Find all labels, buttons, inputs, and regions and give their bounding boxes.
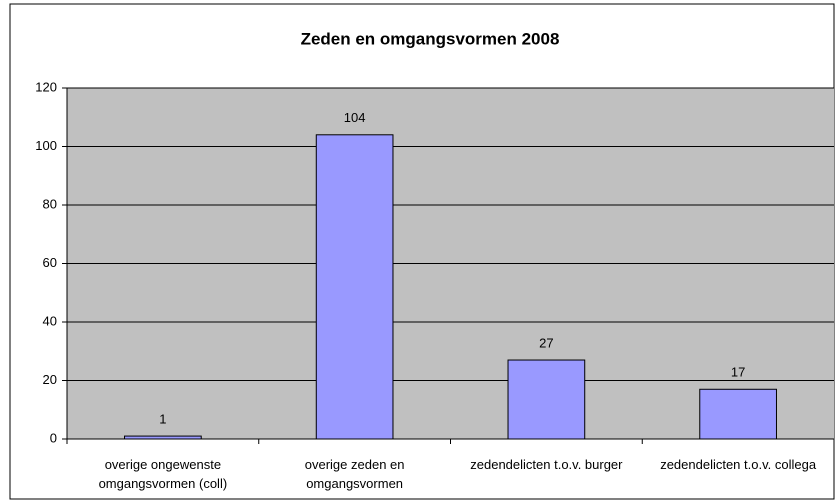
value-label: 1	[159, 412, 166, 427]
y-tick-label: 60	[43, 255, 57, 270]
y-tick-label: 40	[43, 313, 57, 328]
y-tick-label: 20	[43, 372, 57, 387]
x-tick-label: zedendelicten t.o.v. burger	[470, 457, 623, 472]
x-tick-label: overige zeden en omgangsvormen	[304, 457, 405, 491]
bar	[315, 134, 394, 440]
y-tick-label: 80	[43, 196, 57, 211]
x-tick-label: zedendelicten t.o.v. collega	[660, 457, 817, 472]
value-label: 104	[344, 110, 366, 125]
bar	[124, 435, 202, 440]
y-tick-label: 100	[35, 138, 57, 153]
bar	[507, 359, 586, 440]
x-tick-label: overige ongewenste omgangsvormen (coll)	[98, 457, 228, 491]
chart-title: Zeden en omgangsvormen 2008	[301, 29, 560, 48]
y-tick-label: 0	[50, 430, 57, 445]
bar	[699, 388, 777, 440]
y-tick-label: 120	[35, 79, 57, 94]
value-label: 17	[731, 365, 745, 380]
value-label: 27	[539, 335, 553, 350]
